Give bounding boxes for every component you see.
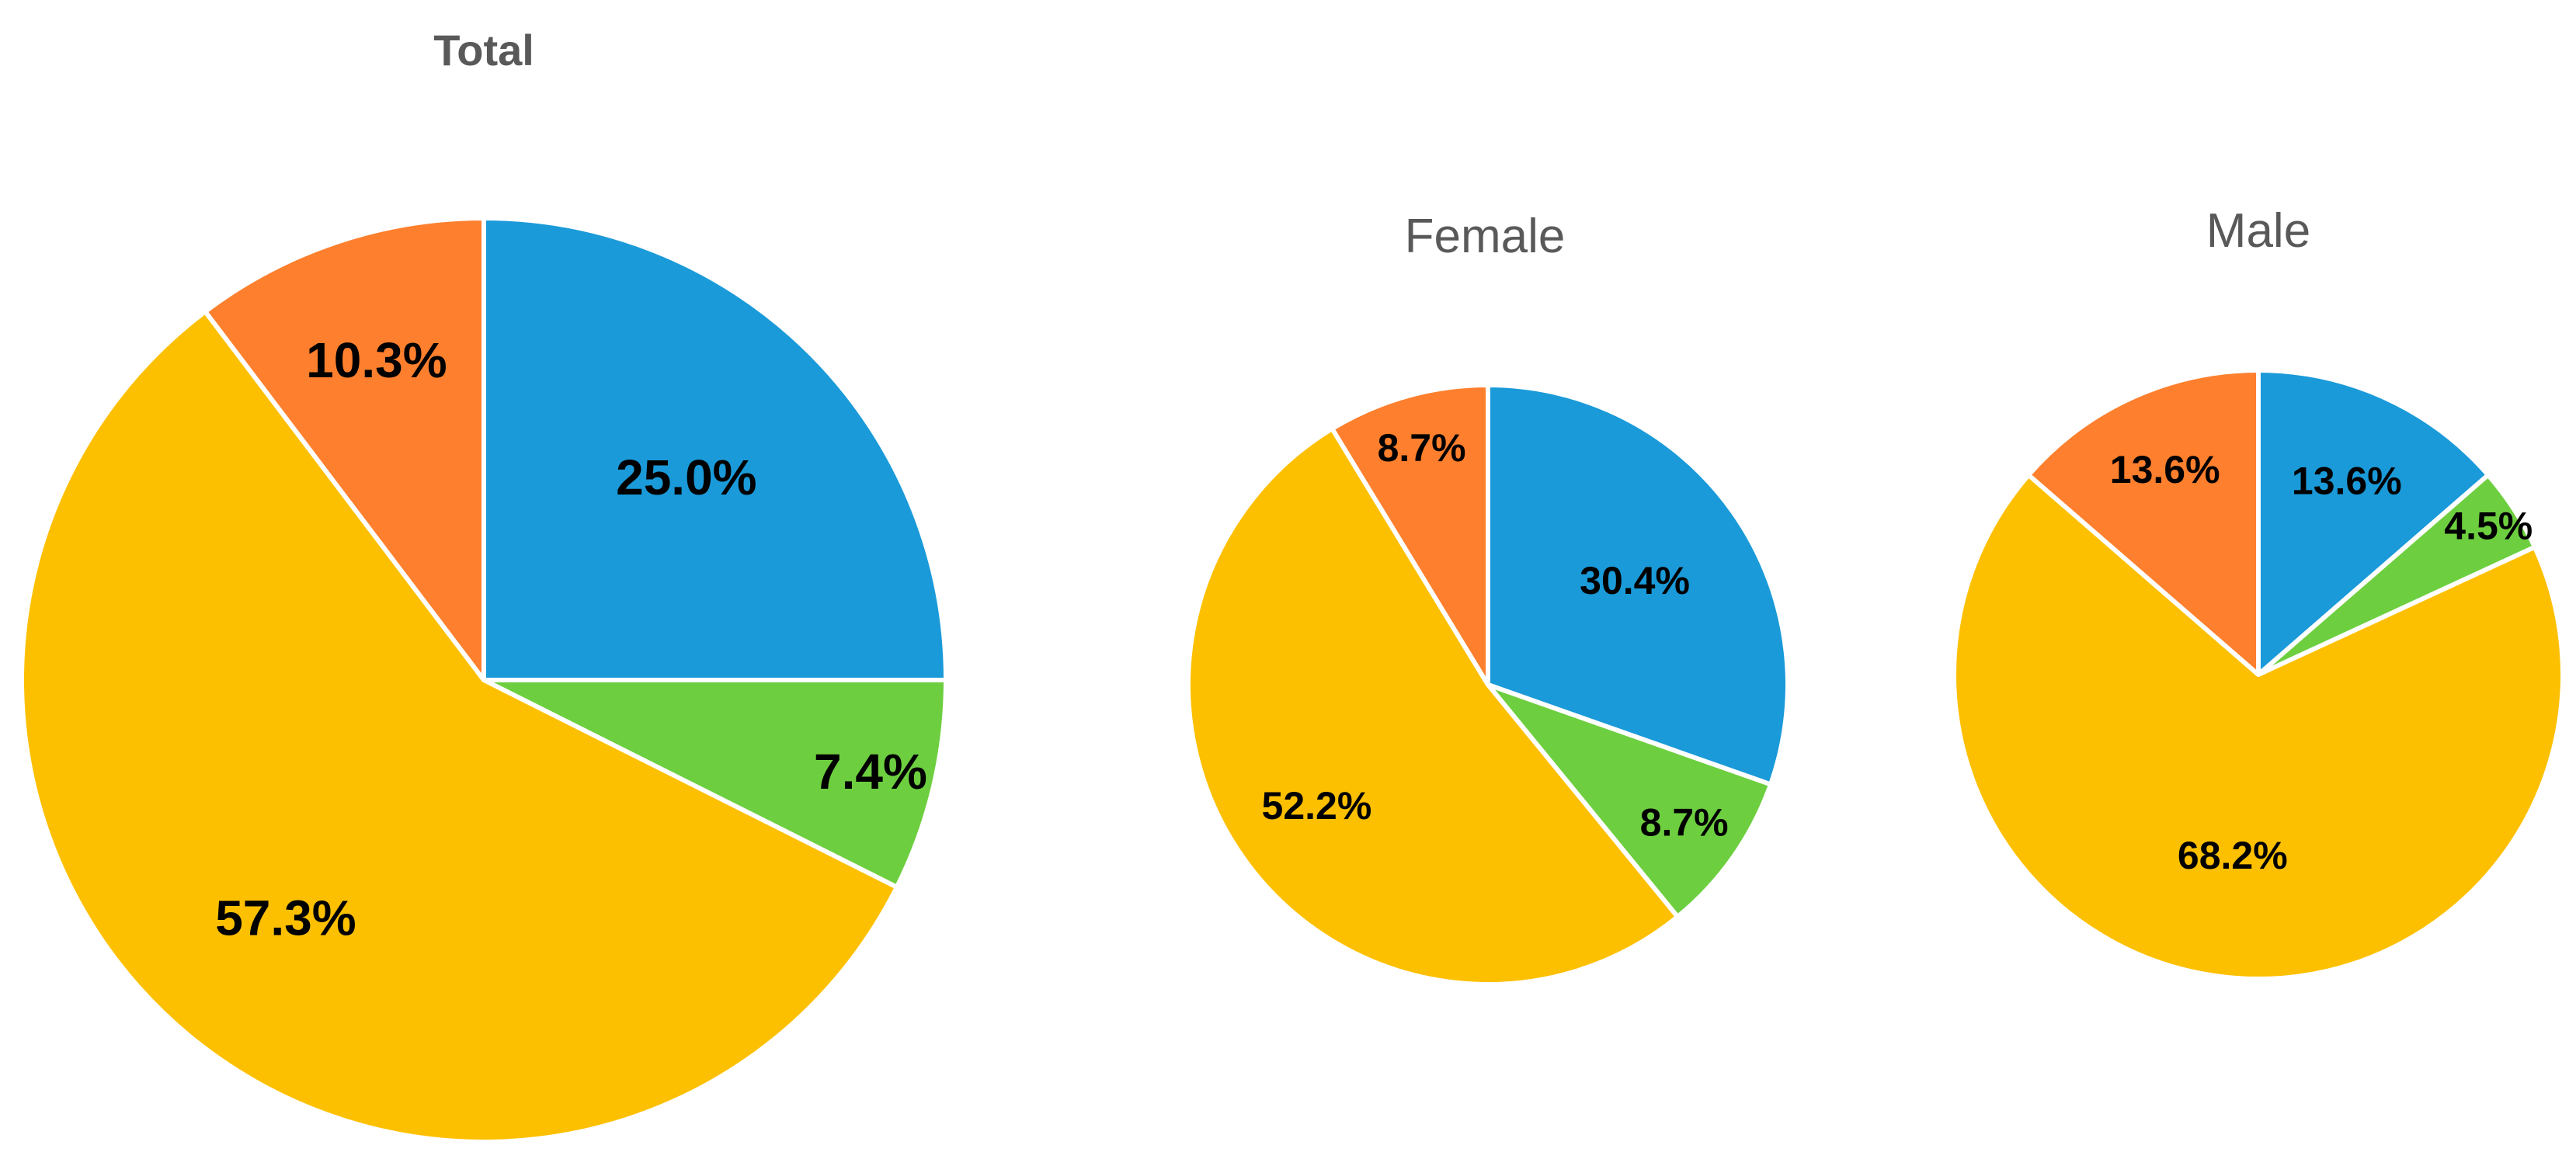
chart-title-total: Total [433, 26, 534, 75]
pie-slice-label-2-0: 13.6% [2292, 459, 2402, 502]
pie-slice-label-1-1: 8.7% [1640, 801, 1729, 845]
pie-slice-2-3 [2026, 368, 2261, 677]
pie-slice-2-0 [2256, 368, 2491, 677]
pie-slice-0-3 [203, 216, 486, 682]
pie-slice-label-1-2: 52.2% [1262, 784, 1372, 828]
pie-slice-0-2 [19, 309, 899, 1144]
pie-slice-label-0-1: 7.4% [814, 744, 927, 800]
pie-slice-0-0 [481, 216, 948, 682]
pie-slice-2-2 [1951, 472, 2565, 981]
pie-slice-label-0-3: 10.3% [306, 332, 447, 388]
pie-chart-female: Female 30.4% 8.7% 52.2% 8.7% [1186, 210, 1790, 987]
pie-slice-label-0-0: 25.0% [616, 449, 756, 505]
chart-title-male: Male [2206, 204, 2310, 258]
pie-slice-label-2-2: 68.2% [2178, 834, 2288, 877]
pie-chart-male: Male 13.6% 4.5% 68.2% 13.6% [1951, 204, 2565, 981]
pie-slice-0-1 [481, 678, 948, 890]
pie-slice-label-1-0: 30.4% [1580, 559, 1690, 602]
pie-slice-label-2-1: 4.5% [2444, 504, 2533, 547]
pie-chart-total: Total 25.0% 7.4% 57.3% 10.3% [19, 26, 948, 1144]
pie-slice-1-2 [1186, 426, 1681, 987]
pie-slice-label-1-3: 8.7% [1378, 426, 1466, 470]
pie-slice-1-3 [1330, 383, 1490, 687]
pie-slice-label-0-2: 57.3% [215, 890, 356, 946]
chart-title-female: Female [1405, 210, 1566, 263]
pie-slice-label-2-3: 13.6% [2110, 448, 2220, 491]
pie-slice-1-1 [1486, 682, 1773, 919]
pie-slice-1-0 [1486, 383, 1790, 787]
